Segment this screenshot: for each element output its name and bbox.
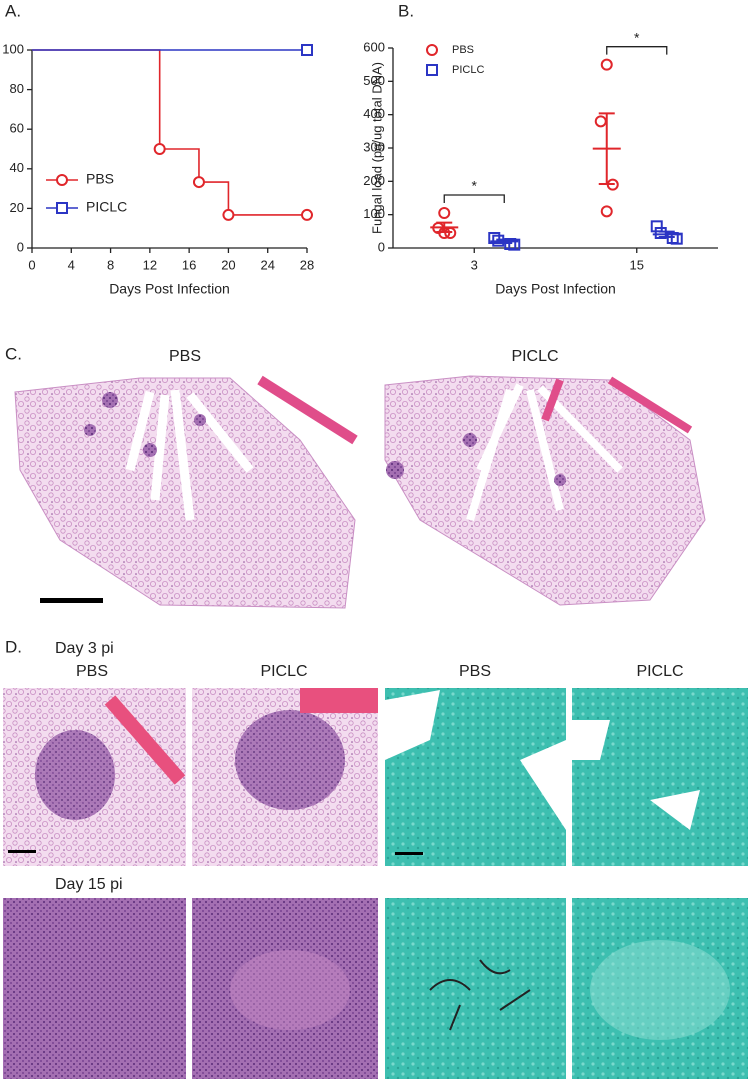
row-label: Day 3 pi <box>55 640 114 657</box>
significance-bracket <box>443 194 505 203</box>
panel-label: A. <box>5 1 21 20</box>
y-tick-label: 20 <box>10 200 24 215</box>
marker <box>594 115 607 128</box>
legend-marker <box>56 174 68 186</box>
image-title: PICLC <box>260 663 307 680</box>
x-tick-label: 0 <box>28 257 35 272</box>
x-tick-label: 16 <box>182 257 196 272</box>
marker <box>153 143 166 155</box>
legend-label: PICLC <box>452 64 484 76</box>
legend-label: PICLC <box>86 199 127 215</box>
x-axis-label: Days Post Infection <box>109 281 230 297</box>
micrograph-grid <box>3 688 748 1079</box>
y-tick-label: 200 <box>363 173 385 188</box>
marker <box>222 208 235 221</box>
legend-marker <box>56 202 68 214</box>
image-title: PBS <box>169 348 201 365</box>
panel-label: B. <box>398 1 414 20</box>
legend-label: PBS <box>86 171 114 187</box>
x-tick-label: 20 <box>221 257 235 272</box>
x-tick-label: 8 <box>107 257 114 272</box>
x-axis-label: Days Post Infection <box>495 281 616 297</box>
lung-image <box>14 375 706 609</box>
survival-line <box>32 49 307 216</box>
x-tick-label: 3 <box>471 257 478 272</box>
marker <box>192 176 205 189</box>
panel-label: C. <box>5 344 22 363</box>
y-tick-label: 300 <box>363 139 385 154</box>
significance-bracket <box>606 46 668 55</box>
y-tick-label: 100 <box>2 41 24 56</box>
y-axis-label: Fungal load (pg/ug total DNA) <box>369 62 384 234</box>
legend-label: PBS <box>452 44 474 56</box>
y-tick-label: 100 <box>363 206 385 221</box>
x-tick-label: 12 <box>143 257 157 272</box>
image-title: PBS <box>459 663 491 680</box>
panel-label: D. <box>5 637 22 656</box>
image-title: PICLC <box>511 348 558 365</box>
y-tick-label: 600 <box>363 39 385 54</box>
image-title: PBS <box>76 663 108 680</box>
x-tick-label: 24 <box>260 257 274 272</box>
marker <box>438 207 451 219</box>
y-tick-label: 80 <box>10 81 24 96</box>
marker <box>600 58 613 71</box>
y-tick-label: 500 <box>363 73 385 88</box>
marker <box>301 208 313 221</box>
image-title: PICLC <box>636 663 683 680</box>
y-tick-label: 0 <box>378 239 385 254</box>
y-tick-label: 60 <box>10 121 24 136</box>
x-tick-label: 15 <box>630 257 644 272</box>
marker <box>508 238 521 251</box>
x-tick-label: 28 <box>300 257 314 272</box>
legend-marker <box>426 64 438 76</box>
significance-mark: * <box>472 178 478 194</box>
x-tick-label: 4 <box>68 257 75 272</box>
y-tick-label: 40 <box>10 160 24 175</box>
significance-mark: * <box>634 29 640 45</box>
y-tick-label: 0 <box>17 239 24 254</box>
marker <box>301 44 313 56</box>
legend-marker <box>426 44 438 56</box>
marker <box>600 205 613 218</box>
row-label: Day 15 pi <box>55 876 123 893</box>
y-tick-label: 400 <box>363 106 385 121</box>
